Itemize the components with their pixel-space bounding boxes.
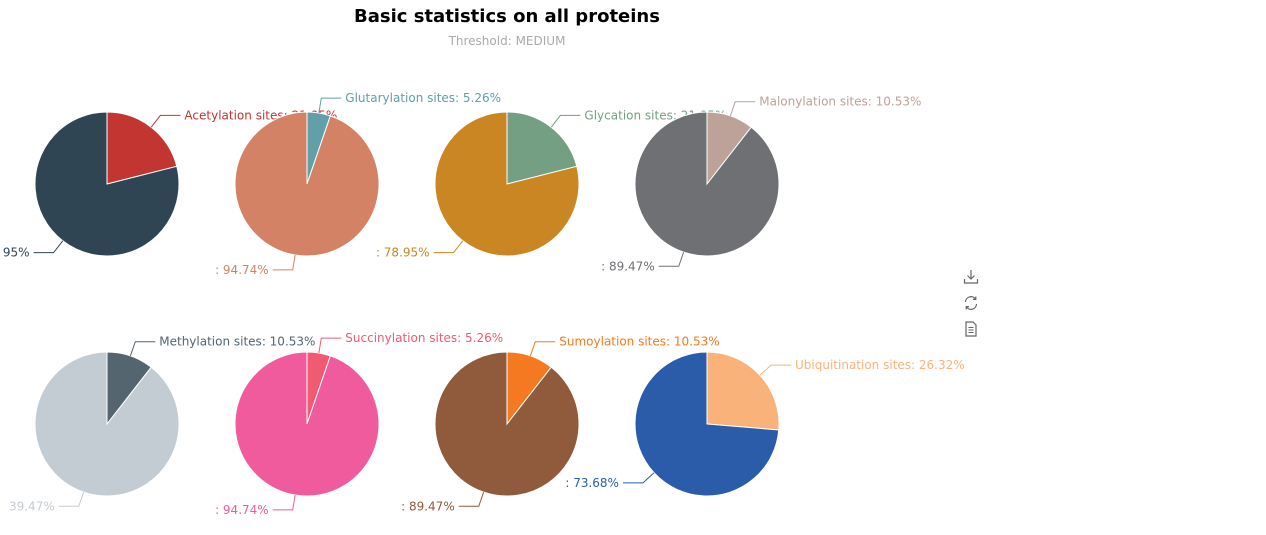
slice-label: : 78.95% [376, 246, 430, 260]
slice-label: 39.47% [9, 499, 55, 513]
label-leader-line [150, 114, 181, 128]
label-leader-line [58, 491, 85, 507]
label-leader-line [458, 491, 485, 507]
pie-slice[interactable] [434, 351, 580, 497]
pie-slice[interactable] [34, 351, 180, 497]
slice-label: Succinylation sites: 5.26% [345, 331, 503, 345]
pie-slice[interactable] [706, 351, 780, 431]
label-leader-line [318, 97, 342, 114]
data-view-icon[interactable] [962, 320, 980, 338]
slice-label: : 94.74% [215, 263, 269, 277]
pie-slice[interactable] [434, 111, 580, 257]
chart-subtitle: Threshold: MEDIUM [448, 34, 566, 48]
pie-chart-1: Acetylation sites: 21.05%95% [3, 108, 337, 259]
pie-slice[interactable] [234, 111, 380, 257]
label-leader-line [318, 337, 342, 354]
slice-label: : 94.74% [215, 503, 269, 517]
pie-chart-2: Glutarylation sites: 5.26% : 94.74% [215, 91, 501, 277]
slice-label: Glutarylation sites: 5.26% [345, 91, 501, 105]
label-leader-line [129, 341, 156, 357]
label-leader-line [272, 494, 296, 511]
pie-slice[interactable] [634, 111, 780, 257]
pie-chart-6: Succinylation sites: 5.26% : 94.74% [215, 331, 503, 517]
pie-chart-5: Methylation sites: 10.53% 39.47% [9, 335, 315, 514]
label-leader-line [33, 240, 64, 254]
slice-label: Methylation sites: 10.53% [159, 335, 315, 349]
pie-chart-3: Glycation sites: 21.05%: 78.95% [376, 108, 727, 259]
label-leader-line [622, 472, 655, 484]
slice-label: : 73.68% [565, 476, 619, 490]
pie-chart-7: Sumoylation sites: 10.53% : 89.47% [401, 335, 720, 514]
pie-slice[interactable] [34, 111, 180, 257]
chart-title: Basic statistics on all proteins [354, 6, 660, 27]
toolbox [962, 268, 982, 346]
slice-label: Malonylation sites: 10.53% [759, 95, 921, 109]
pie-chart-8: Ubiquitination sites: 26.32% : 73.68% [565, 351, 965, 497]
pie-chart-4: Malonylation sites: 10.53% : 89.47% [601, 95, 921, 274]
slice-label: Ubiquitination sites: 26.32% [795, 358, 965, 372]
label-leader-line [729, 101, 756, 117]
save-image-icon[interactable] [962, 268, 980, 286]
label-leader-line [433, 240, 464, 254]
slice-label: : 89.47% [601, 259, 655, 273]
pie-slice[interactable] [106, 111, 178, 185]
slice-label: : 89.47% [401, 499, 455, 513]
label-leader-line [658, 251, 685, 267]
label-leader-line [759, 364, 792, 376]
slice-label: Sumoylation sites: 10.53% [559, 335, 719, 349]
label-leader-line [272, 254, 296, 271]
slice-label: 95% [3, 246, 30, 260]
pie-slice[interactable] [634, 351, 780, 497]
label-leader-line [550, 114, 581, 128]
label-leader-line [529, 341, 556, 357]
restore-icon[interactable] [962, 294, 980, 312]
pie-slice[interactable] [234, 351, 380, 497]
pie-slice[interactable] [506, 111, 578, 185]
